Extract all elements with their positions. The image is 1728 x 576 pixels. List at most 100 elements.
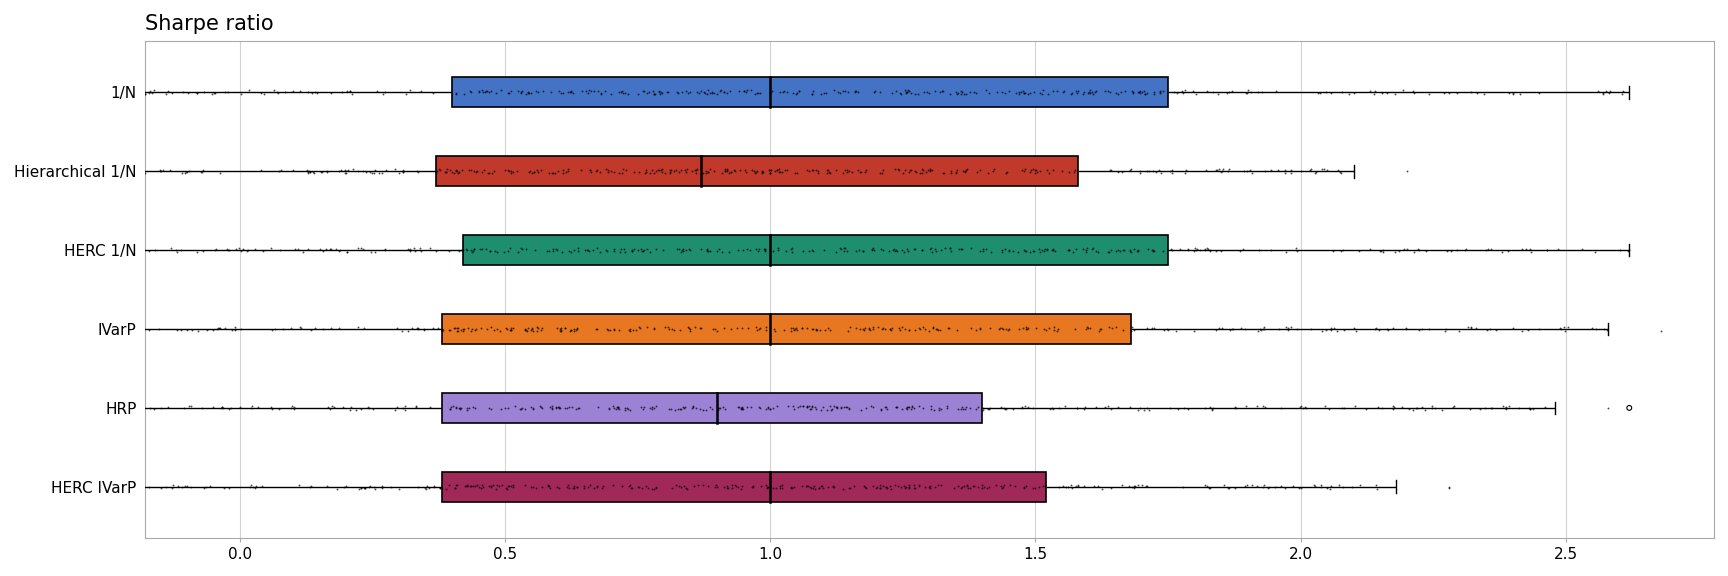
Point (945, 404, 973, 413)
Point (242, 482, 270, 491)
Point (1204, 165, 1232, 174)
Point (565, 403, 593, 412)
Point (52, 484, 79, 493)
Point (670, 166, 698, 175)
Point (1071, 402, 1099, 411)
Point (537, 403, 565, 412)
Point (1306, 88, 1334, 97)
Point (947, 90, 975, 99)
Point (460, 244, 487, 253)
Point (726, 165, 753, 175)
Point (1082, 402, 1109, 411)
Point (895, 480, 923, 490)
Point (1284, 246, 1312, 255)
Point (131, 90, 159, 99)
Point (962, 325, 990, 335)
Point (1077, 323, 1104, 332)
Point (1317, 325, 1344, 334)
Point (539, 245, 567, 254)
Point (1180, 326, 1208, 335)
Point (935, 323, 962, 332)
Point (334, 247, 361, 256)
Point (1156, 245, 1184, 254)
Point (404, 323, 432, 332)
Point (1125, 246, 1153, 255)
Point (460, 247, 487, 256)
Point (308, 168, 335, 177)
Point (81, 323, 109, 332)
Point (916, 483, 943, 492)
Point (752, 246, 779, 255)
Point (992, 168, 1020, 177)
Point (1146, 89, 1173, 98)
Point (1479, 403, 1507, 412)
Point (1006, 88, 1033, 97)
Point (724, 86, 752, 95)
Point (973, 483, 1001, 492)
Point (237, 480, 264, 490)
Point (1299, 480, 1327, 490)
Point (235, 86, 263, 95)
Point (1077, 86, 1104, 95)
Point (1001, 482, 1028, 491)
Point (1172, 86, 1199, 95)
Point (1063, 89, 1090, 98)
Point (1028, 482, 1056, 491)
Point (867, 244, 895, 253)
Point (584, 324, 612, 334)
Point (762, 326, 790, 335)
Point (389, 165, 416, 175)
Point (1173, 245, 1201, 255)
Point (546, 323, 574, 332)
Point (772, 165, 800, 175)
Point (582, 165, 610, 175)
Point (1045, 482, 1073, 491)
Point (835, 404, 862, 414)
Point (1327, 247, 1355, 256)
Point (1363, 403, 1391, 412)
Point (714, 483, 741, 492)
Point (1287, 402, 1315, 411)
Point (297, 482, 325, 491)
Point (662, 166, 689, 175)
Point (266, 246, 294, 255)
Point (1161, 88, 1189, 97)
Point (923, 324, 950, 333)
Point (1393, 245, 1420, 254)
Point (1077, 89, 1104, 98)
Point (880, 246, 907, 255)
Point (795, 481, 823, 490)
Point (137, 404, 164, 413)
Point (828, 403, 855, 412)
Point (752, 404, 779, 414)
Point (1026, 245, 1054, 254)
Point (140, 404, 168, 414)
Point (1381, 247, 1408, 256)
Point (988, 87, 1016, 96)
Point (655, 405, 683, 414)
Point (800, 165, 828, 175)
Point (1312, 326, 1339, 335)
Point (757, 168, 785, 177)
Point (804, 166, 831, 176)
Point (494, 247, 522, 256)
Point (1140, 323, 1168, 332)
Point (496, 244, 524, 253)
Point (429, 324, 456, 333)
Point (847, 324, 874, 334)
Point (905, 480, 933, 490)
Point (1020, 247, 1047, 256)
Point (1443, 245, 1471, 254)
Point (1032, 325, 1059, 334)
Point (966, 323, 994, 332)
Point (1232, 482, 1260, 491)
Point (727, 405, 755, 414)
Point (67, 405, 95, 414)
Point (71, 484, 98, 493)
Point (874, 483, 902, 492)
Point (556, 246, 584, 255)
Point (890, 247, 918, 256)
Point (1218, 325, 1246, 334)
Point (781, 325, 809, 335)
Point (683, 165, 710, 174)
